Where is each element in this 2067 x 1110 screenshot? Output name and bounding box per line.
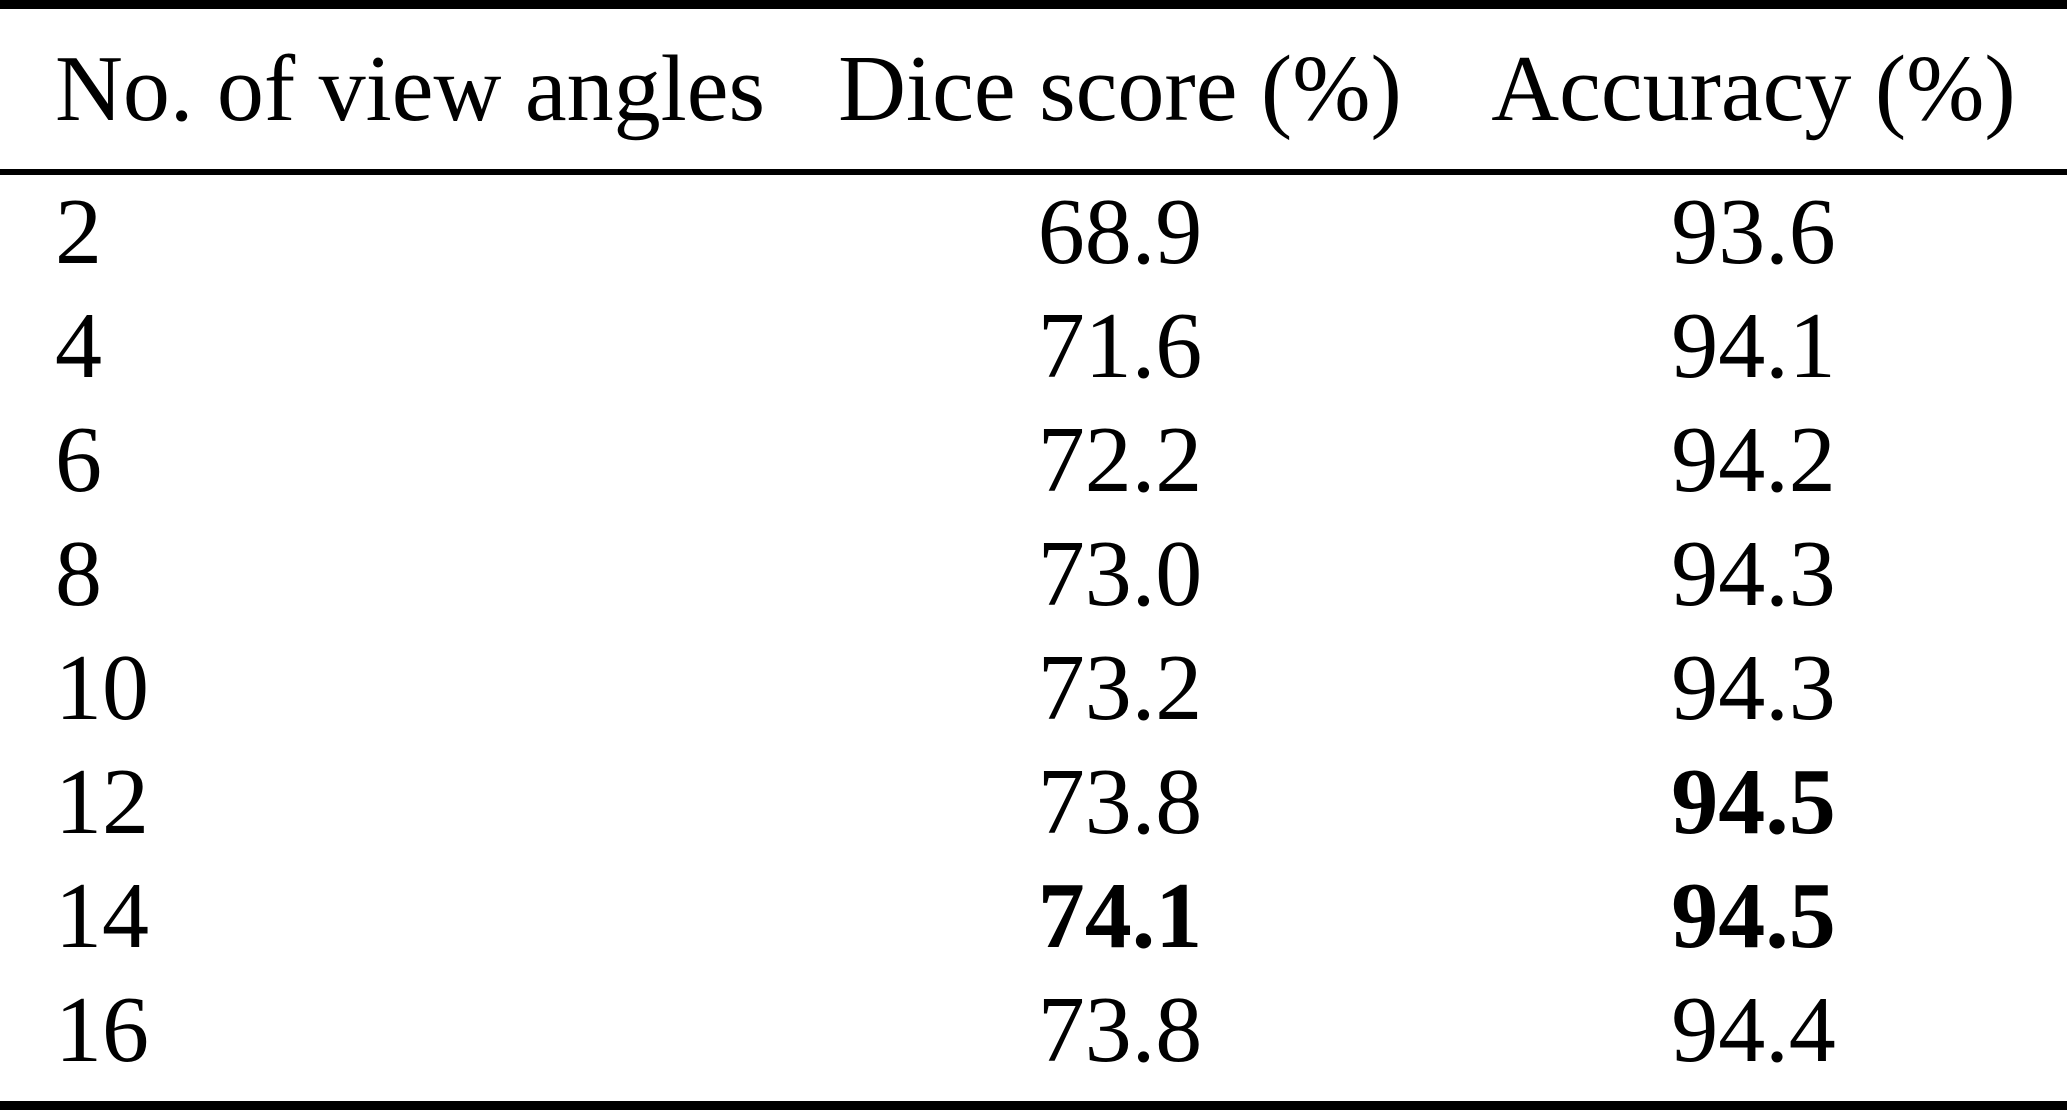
table-row: 14 74.1 94.5 [0, 859, 2067, 973]
column-header-dice-score: Dice score (%) [838, 37, 1402, 141]
dice-score-value: 72.2 [1037, 408, 1203, 512]
table-top-rule [0, 0, 2067, 9]
accuracy-value: 94.2 [1671, 408, 1836, 512]
accuracy-value: 93.6 [1671, 180, 1836, 284]
view-angles-value: 14 [55, 864, 149, 968]
accuracy-value: 94.3 [1671, 522, 1836, 626]
table-row: 10 73.2 94.3 [0, 631, 2067, 745]
view-angles-value: 8 [55, 522, 102, 626]
dice-score-value: 74.1 [1037, 864, 1203, 968]
view-angles-value: 6 [55, 408, 102, 512]
dice-score-value: 68.9 [1037, 180, 1203, 284]
table-row: 12 73.8 94.5 [0, 745, 2067, 859]
view-angles-value: 4 [55, 294, 102, 398]
view-angles-value: 16 [55, 978, 149, 1082]
accuracy-value: 94.5 [1671, 750, 1836, 854]
table-row: 8 73.0 94.3 [0, 517, 2067, 631]
table-row: 2 68.9 93.6 [0, 175, 2067, 289]
view-angles-value: 12 [55, 750, 149, 854]
view-angles-value: 10 [55, 636, 149, 740]
dice-score-value: 73.2 [1037, 636, 1203, 740]
column-header-accuracy: Accuracy (%) [1491, 37, 2016, 141]
table-header-row: No. of view angles Dice score (%) Accura… [0, 9, 2067, 169]
table-mid-rule [0, 169, 2067, 175]
accuracy-value: 94.5 [1671, 864, 1836, 968]
table-row: 6 72.2 94.2 [0, 403, 2067, 517]
column-header-view-angles: No. of view angles [55, 37, 766, 141]
dice-score-value: 73.8 [1037, 750, 1203, 854]
dice-score-value: 71.6 [1037, 294, 1203, 398]
view-angles-value: 2 [55, 180, 102, 284]
dice-score-value: 73.8 [1037, 978, 1203, 1082]
table-bottom-rule [0, 1101, 2067, 1110]
accuracy-value: 94.3 [1671, 636, 1836, 740]
table-row: 16 73.8 94.4 [0, 973, 2067, 1087]
accuracy-value: 94.4 [1671, 978, 1836, 1082]
accuracy-value: 94.1 [1671, 294, 1836, 398]
table-row: 4 71.6 94.1 [0, 289, 2067, 403]
dice-score-value: 73.0 [1037, 522, 1203, 626]
